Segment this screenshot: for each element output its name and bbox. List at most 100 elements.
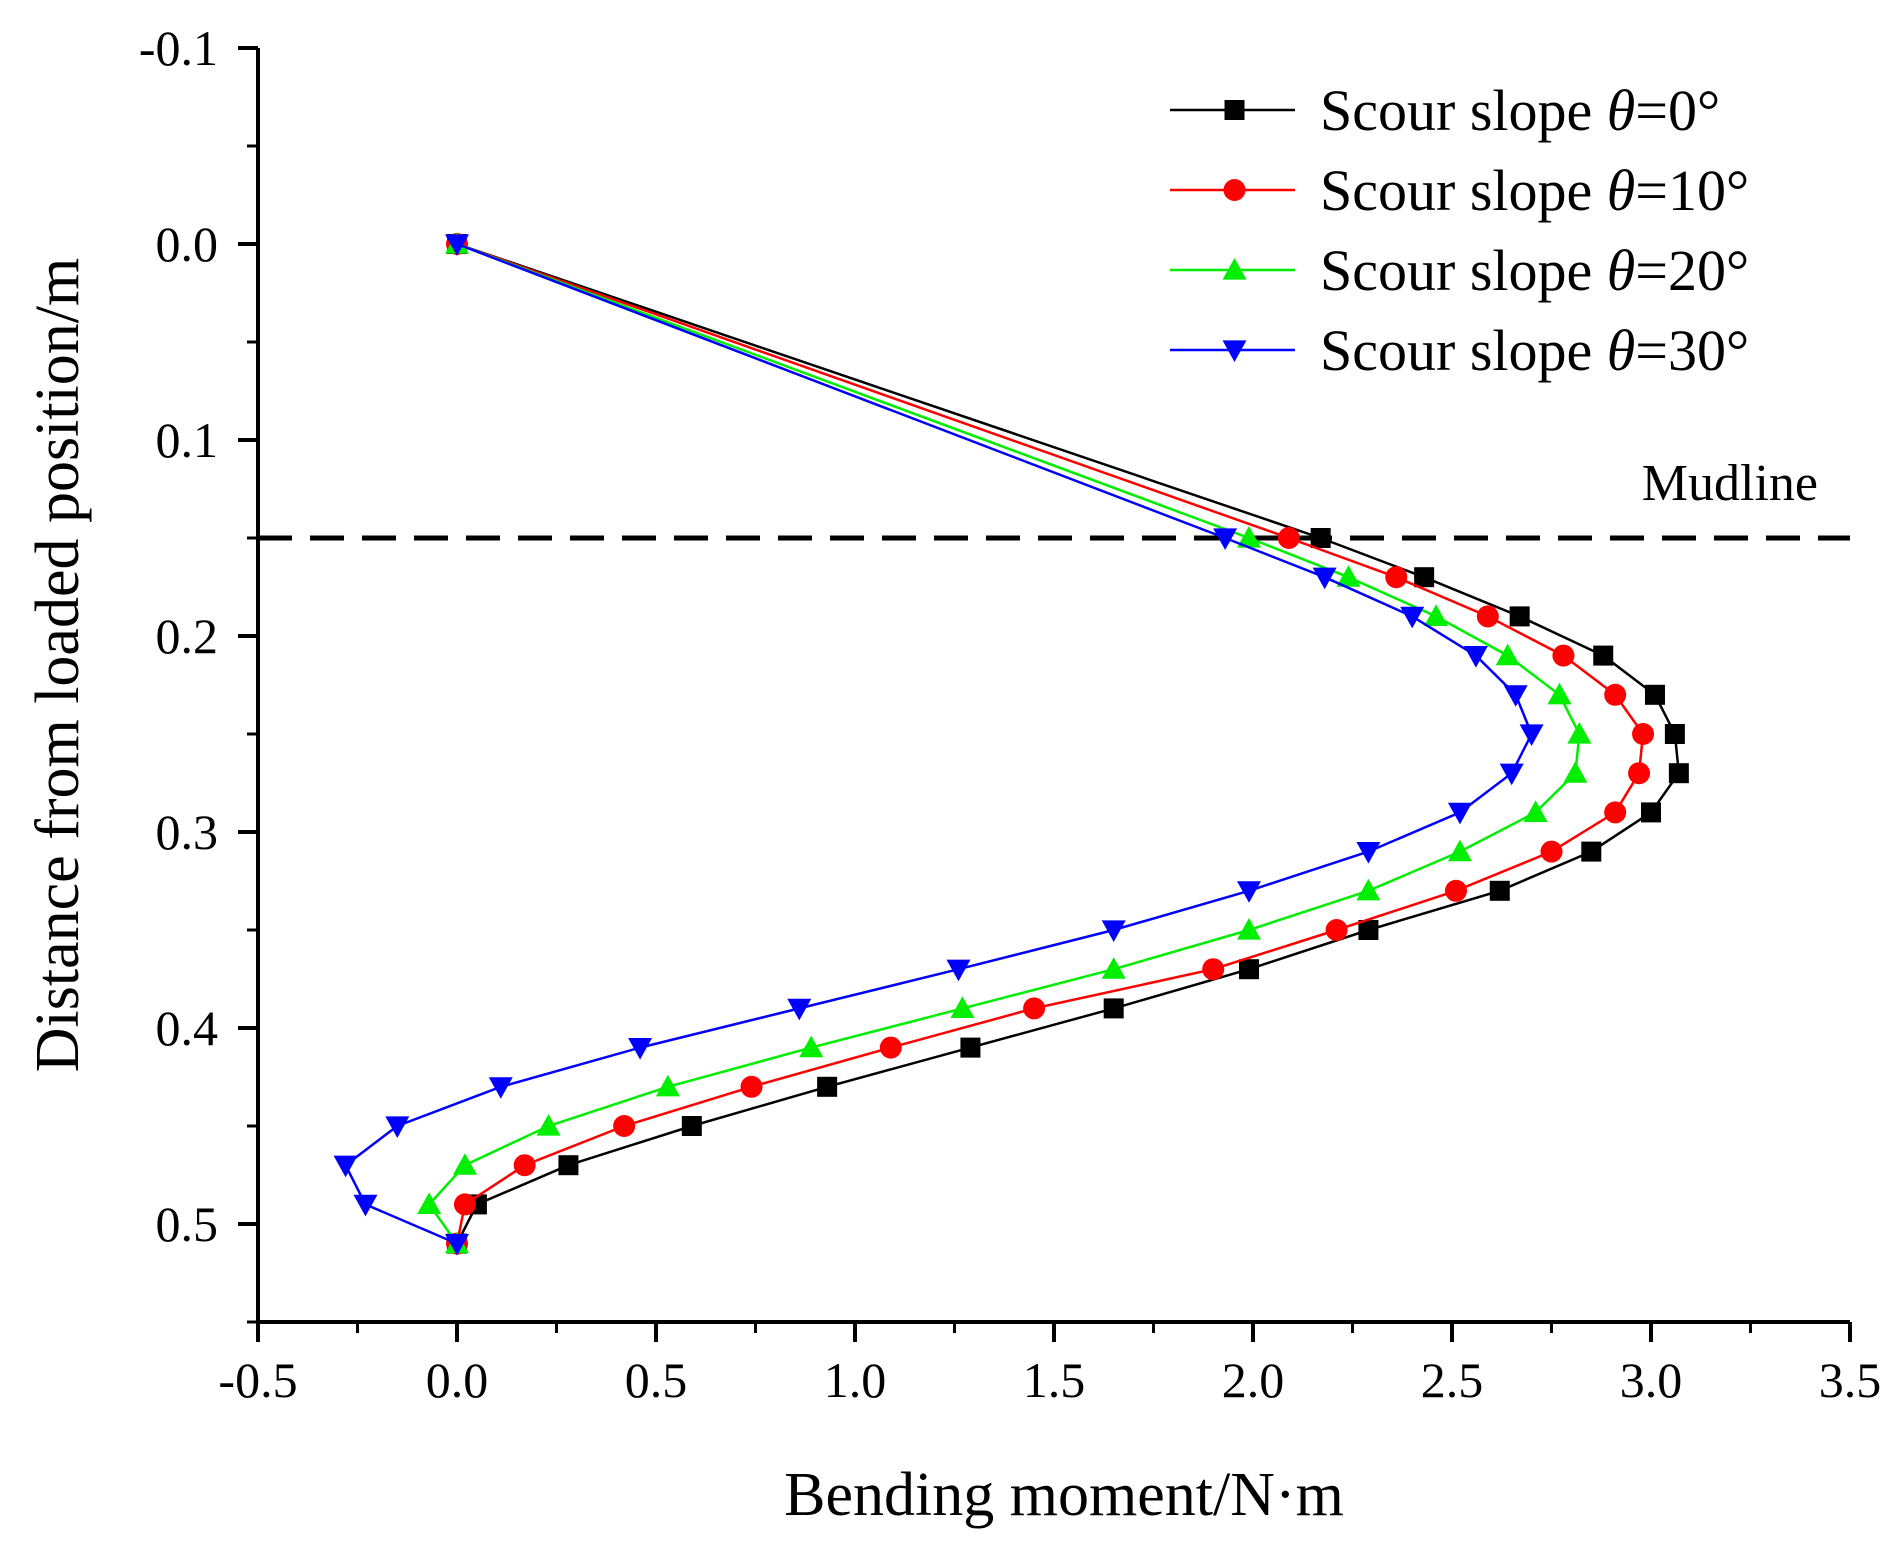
data-point [536, 1114, 561, 1136]
data-point [1567, 722, 1592, 744]
series-line [455, 242, 1645, 1244]
data-point [1358, 920, 1379, 940]
series-0 [447, 234, 1689, 1254]
data-point [1628, 762, 1651, 785]
series-line [343, 242, 1533, 1245]
data-point [1593, 645, 1614, 666]
legend-label: Scour slope θ=10° [1320, 158, 1749, 223]
data-point [1310, 528, 1331, 548]
data-point [1336, 565, 1361, 587]
data-point [1547, 682, 1572, 705]
data-point [1664, 724, 1685, 744]
data-point [1668, 763, 1689, 784]
data-point [1277, 527, 1300, 549]
data-point [1202, 958, 1225, 981]
legend-label: Scour slope θ=0° [1320, 78, 1720, 143]
x-tick-label: 0.0 [426, 1352, 489, 1408]
data-point [1103, 998, 1124, 1019]
legend-item-3: Scour slope θ=30° [1170, 318, 1749, 383]
x-tick-label: 2.5 [1421, 1352, 1484, 1408]
data-point [950, 996, 975, 1018]
data-point [385, 1116, 410, 1138]
data-point [1552, 644, 1575, 667]
legend-label: Scour slope θ=20° [1320, 238, 1749, 303]
series-line [427, 242, 1581, 1245]
data-point [1447, 802, 1472, 825]
legend-item-1: Scour slope θ=10° [1170, 158, 1749, 223]
data-point [1414, 567, 1435, 588]
data-point [417, 1192, 442, 1214]
data-point [353, 1194, 378, 1217]
data-point [1476, 605, 1499, 628]
data-point [1356, 878, 1381, 901]
data-point [453, 1193, 476, 1216]
data-point [1563, 761, 1588, 783]
data-point [1237, 881, 1262, 903]
data-point [558, 1155, 579, 1176]
y-tick-label: -0.1 [139, 20, 218, 76]
series-layer [333, 232, 1689, 1256]
data-point [1237, 526, 1262, 548]
x-tick-label: 1.5 [1023, 1352, 1086, 1408]
data-point [445, 1234, 469, 1256]
data-point [1604, 801, 1627, 824]
y-tick-label: 0.0 [156, 216, 219, 272]
data-point [1444, 879, 1467, 902]
data-point [1641, 802, 1661, 823]
data-point [333, 1155, 358, 1178]
x-tick-label: -0.5 [218, 1352, 297, 1408]
legend-item-0: Scour slope θ=0° [1170, 78, 1720, 143]
data-point [960, 1037, 981, 1058]
data-point [1509, 606, 1530, 627]
data-point [799, 1035, 824, 1058]
data-point [1503, 685, 1528, 707]
y-tick-label: 0.1 [156, 412, 219, 468]
legend: Scour slope θ=0° Scour slope θ=10° Scour s… [1170, 78, 1749, 383]
y-tick-label: 0.2 [156, 608, 219, 664]
data-point [1523, 800, 1548, 822]
data-point [1495, 643, 1520, 666]
data-point [817, 1076, 838, 1097]
data-point [1356, 842, 1381, 864]
x-tick-label: 0.5 [625, 1352, 688, 1408]
data-point [1447, 839, 1472, 862]
data-point [452, 1153, 477, 1175]
data-point [1581, 841, 1602, 862]
data-point [445, 234, 469, 256]
data-point [681, 1116, 702, 1136]
y-tick-label: 0.5 [156, 1196, 219, 1252]
data-point [655, 1074, 680, 1097]
data-point [613, 1115, 636, 1137]
data-point [787, 998, 812, 1021]
data-point [1239, 959, 1260, 980]
data-point [879, 1036, 902, 1059]
legend-marker [1222, 258, 1247, 280]
x-tick-label: 1.0 [824, 1352, 887, 1408]
legend-marker [1224, 100, 1245, 120]
data-point [488, 1077, 513, 1099]
data-point [1213, 528, 1238, 550]
data-point [628, 1038, 653, 1060]
data-point [1237, 918, 1262, 940]
x-tick-label: 3.5 [1819, 1352, 1882, 1408]
mudline-label: Mudline [1642, 455, 1818, 512]
legend-label: Scour slope θ=30° [1320, 318, 1749, 383]
data-point [1489, 880, 1510, 901]
data-point [946, 959, 971, 982]
y-tick-label: 0.3 [156, 804, 219, 860]
y-tick-label: 0.4 [156, 1000, 219, 1056]
data-point [1540, 840, 1563, 863]
data-point [1023, 997, 1046, 1020]
data-point [1644, 684, 1665, 705]
data-point [1101, 957, 1126, 979]
data-point [1385, 566, 1408, 589]
data-point [1325, 919, 1348, 941]
legend-marker [1222, 340, 1247, 362]
legend-item-2: Scour slope θ=20° [1170, 238, 1749, 303]
data-point [513, 1154, 536, 1177]
x-tick-label: 2.0 [1222, 1352, 1285, 1408]
data-point [1632, 723, 1655, 745]
legend-marker [1223, 179, 1246, 201]
